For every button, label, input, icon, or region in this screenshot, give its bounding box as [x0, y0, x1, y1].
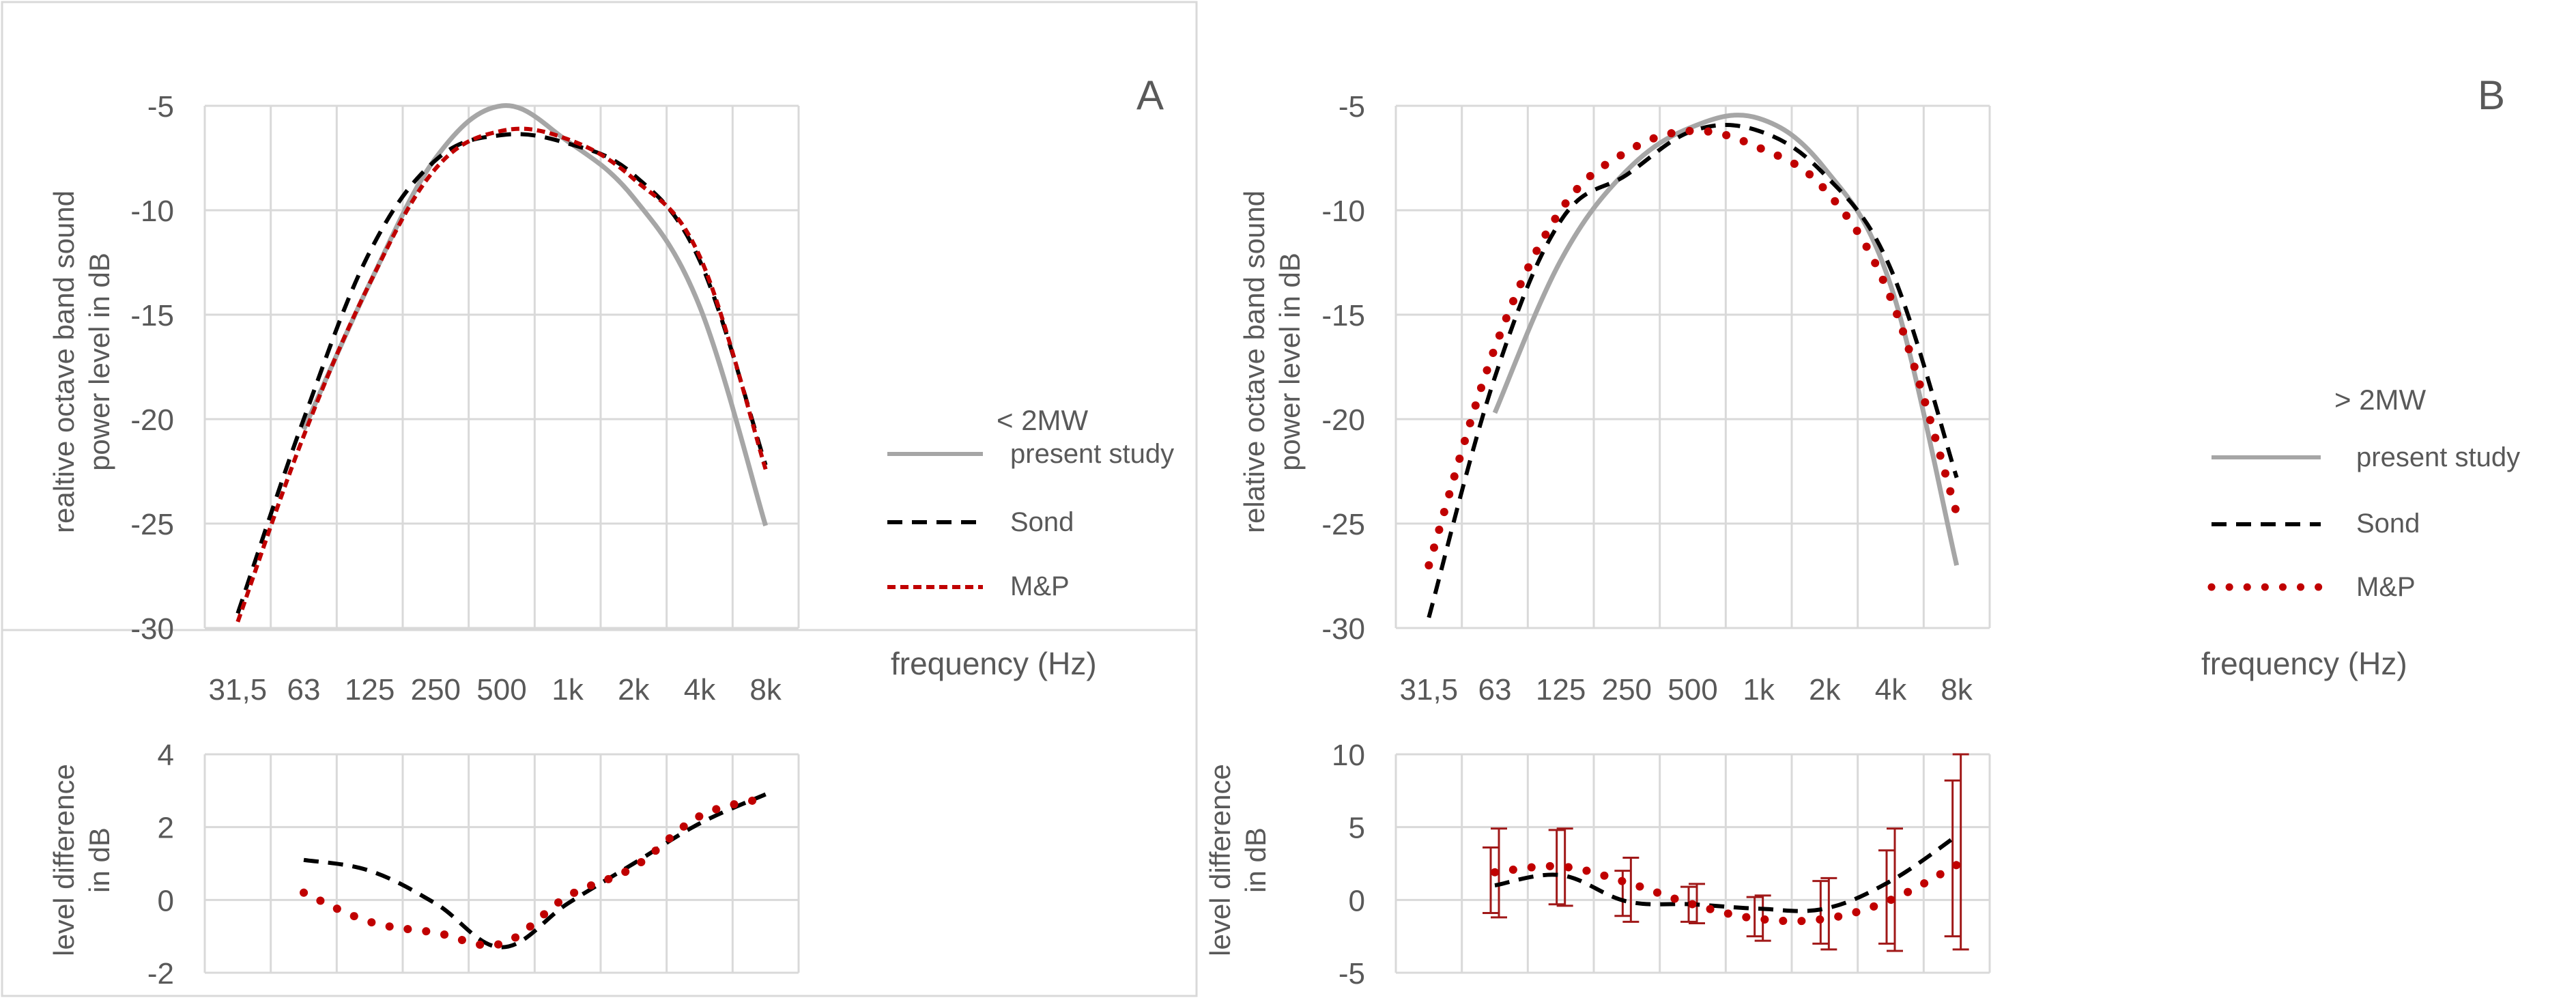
y-tick-label: -20	[1321, 403, 1365, 437]
y-tick-label: 0	[1349, 884, 1365, 917]
y-tick-label: -5	[1339, 90, 1365, 124]
y-tick-label: 5	[1349, 812, 1365, 845]
panel-b-legend-present: present study	[2356, 442, 2520, 472]
y-tick-label: 10	[1332, 739, 1365, 772]
series-m-p-line	[235, 126, 768, 623]
panel-a-diff-ylabel-line2: in dB	[83, 827, 115, 893]
panel-b-diff-ylabel-line1: level difference	[1204, 764, 1236, 956]
x-tick-label: 8k	[1941, 673, 1973, 707]
series-sond-line	[303, 792, 767, 950]
y-tick-label: -15	[130, 299, 174, 332]
error-bar	[1483, 846, 1499, 915]
y-tick-label: -5	[1339, 957, 1365, 990]
y-tick-label: -25	[1321, 508, 1365, 541]
y-tick-label: -30	[130, 612, 174, 646]
x-tick-label: 31,5	[1400, 673, 1459, 707]
series-m-p-line	[1425, 126, 1961, 570]
panel-b-letter: B	[2478, 72, 2505, 118]
y-tick-label: -30	[1321, 612, 1365, 646]
y-tick-label: 4	[158, 739, 174, 772]
error-bar	[1820, 876, 1837, 951]
x-tick-label: 1k	[1743, 673, 1775, 707]
error-bar	[1622, 856, 1640, 923]
x-tick-label: 250	[1602, 673, 1652, 707]
x-tick-label: 125	[1536, 673, 1586, 707]
error-bar	[1812, 880, 1829, 945]
panel-b-legend-title: > 2MW	[2334, 384, 2427, 416]
panel-b-ylabel-line1: relative octave band sound	[1238, 190, 1270, 533]
x-tick-label: 4k	[684, 673, 716, 707]
panel-a-ylabel-line2: power level in dB	[83, 253, 115, 471]
x-tick-label: 8k	[749, 673, 782, 707]
y-tick-label: 0	[158, 884, 174, 917]
panel-a-diff-ylabel-line1: level difference	[48, 764, 80, 956]
panel-a-legend-mp: M&P	[1010, 571, 1070, 601]
series-sond-line	[1494, 833, 1958, 913]
chart-a-difference: 4 2 0 -2	[147, 739, 800, 990]
legend-swatches	[887, 452, 2325, 591]
series-present-study-line	[1492, 113, 1960, 567]
error-bar	[1944, 779, 1961, 938]
x-tick-label: 2k	[618, 673, 650, 707]
error-bar	[1746, 896, 1763, 938]
y-tick-label: -2	[147, 957, 174, 990]
series-m-p-line	[1491, 861, 1961, 926]
error-bar	[1491, 827, 1507, 919]
panel-b-legend-sond: Sond	[2356, 509, 2420, 539]
series-sond-line	[1427, 123, 1959, 618]
x-tick-label: 500	[1668, 673, 1717, 707]
x-tick-label: 63	[1478, 673, 1512, 707]
panel-a-diff-frame	[1, 629, 1198, 997]
panel-b-ylabel-line2: power level in dB	[1274, 253, 1306, 471]
panel-a-legend-title: < 2MW	[997, 404, 1089, 436]
panel-a-letter: A	[1136, 72, 1164, 118]
panel-a-xlabel: frequency (Hz)	[891, 646, 1097, 681]
error-bar	[1952, 753, 1969, 951]
chart-b-difference: 10 5 0 -5	[1332, 739, 1991, 990]
x-tick-label: 250	[411, 673, 461, 707]
panel-a-text: A < 2MW present study Sond M&P frequency…	[48, 72, 1174, 956]
x-tick-label: 500	[476, 673, 526, 707]
x-tick-label: 63	[287, 673, 321, 707]
panel-b-text: B > 2MW present study Sond M&P frequency…	[1204, 72, 2520, 956]
y-tick-label: -10	[130, 195, 174, 228]
y-tick-label: -5	[147, 90, 174, 124]
x-tick-label: 31,5	[209, 673, 268, 707]
y-tick-label: -10	[1321, 195, 1365, 228]
chart-a: -5 -10 -15 -20 -25 -30 31,5 63 125 250 500 1k 2k 4k 8k	[130, 90, 800, 707]
x-tick-label: 125	[345, 673, 395, 707]
chart-b: -5 -10 -15 -20 -25 -30 31,5 63 125 250 500 1k 2k 4k 8k	[1321, 90, 1991, 707]
y-tick-label: 2	[158, 812, 174, 845]
error-bar	[1878, 849, 1895, 945]
y-tick-label: -25	[130, 508, 174, 541]
panel-a-legend-sond: Sond	[1010, 507, 1074, 537]
panel-b-legend-mp: M&P	[2356, 572, 2416, 602]
panel-b-diff-ylabel-line2: in dB	[1240, 827, 1272, 893]
x-tick-label: 4k	[1875, 673, 1907, 707]
x-tick-label: 2k	[1809, 673, 1841, 707]
error-bar	[1887, 827, 1903, 952]
panel-a-legend-present: present study	[1010, 439, 1174, 469]
series-sond-line	[235, 132, 768, 614]
y-tick-label: -20	[130, 403, 174, 437]
error-bar	[1548, 829, 1565, 906]
y-tick-label: -15	[1321, 299, 1365, 332]
x-tick-label: 1k	[552, 673, 584, 707]
panel-a-ylabel-line1: realtive octave band sound	[48, 190, 80, 533]
panel-b-xlabel: frequency (Hz)	[2201, 646, 2407, 681]
